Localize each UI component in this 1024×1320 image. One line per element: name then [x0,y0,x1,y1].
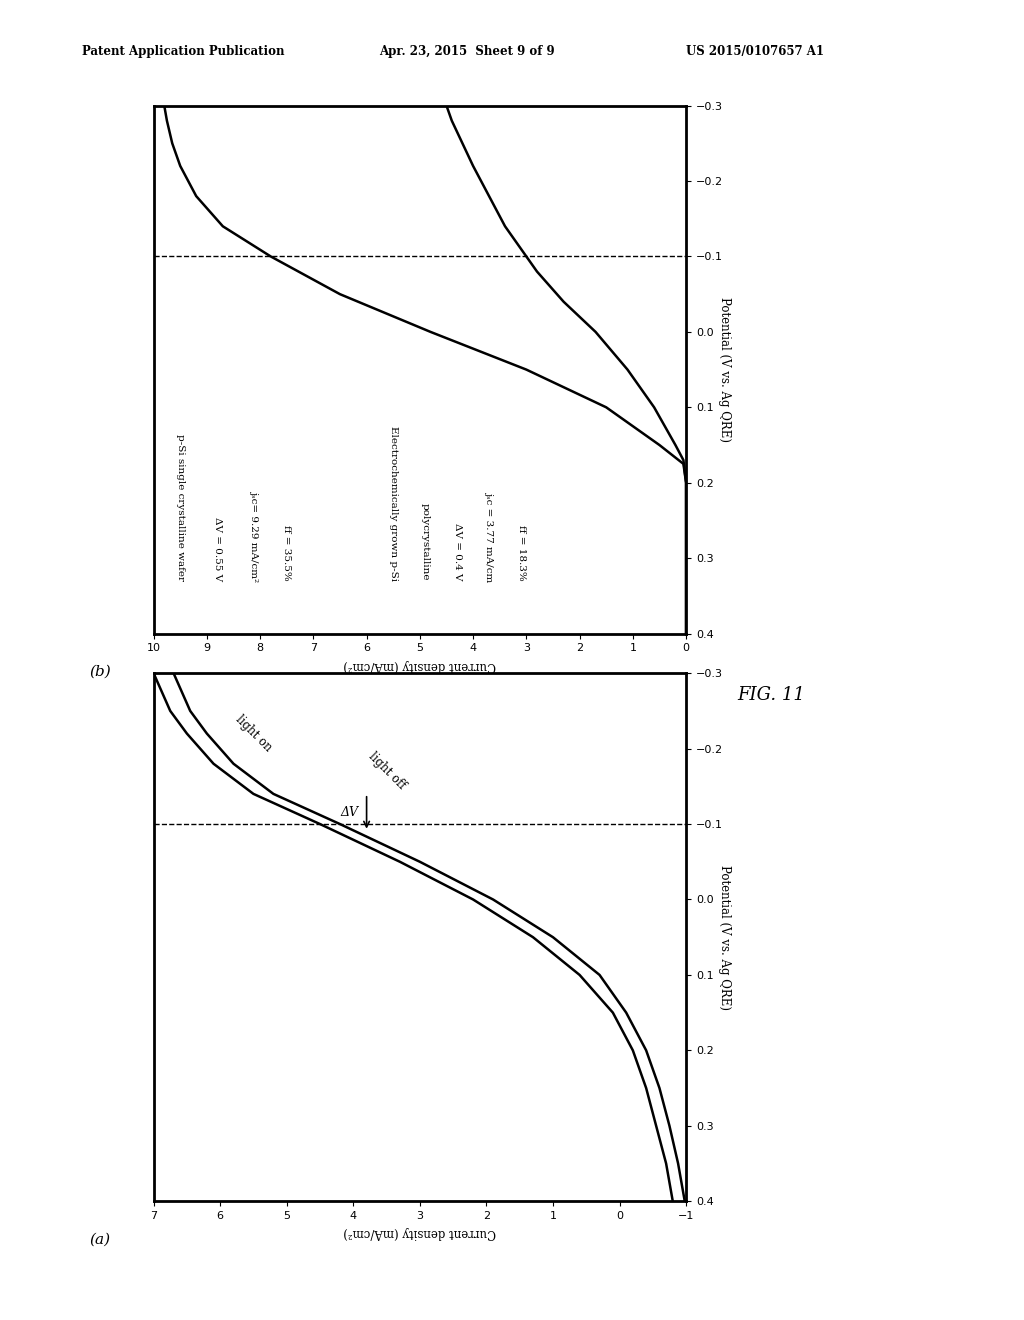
Text: (a): (a) [90,1233,111,1246]
Text: Electrochemically grown p-Si: Electrochemically grown p-Si [389,426,397,581]
Y-axis label: Potential (V vs. Ag QRE): Potential (V vs. Ag QRE) [718,865,731,1010]
Text: polycrystalline: polycrystalline [421,503,430,581]
Text: p-Si single crystalline wafer: p-Si single crystalline wafer [176,434,184,581]
Text: light on: light on [232,713,274,754]
Text: light off: light off [366,750,408,792]
Text: (b): (b) [90,665,112,678]
X-axis label: Current density (mA/cm²): Current density (mA/cm²) [343,1226,497,1239]
Text: Apr. 23, 2015  Sheet 9 of 9: Apr. 23, 2015 Sheet 9 of 9 [379,45,555,58]
Text: ff = 18.3%: ff = 18.3% [516,525,525,581]
Text: jₛc = 3.77 mA/cm: jₛc = 3.77 mA/cm [484,491,494,581]
Text: ff = 35.5%: ff = 35.5% [283,525,291,581]
Text: ΔV = 0.55 V: ΔV = 0.55 V [213,516,222,581]
Text: ΔV = 0.4 V: ΔV = 0.4 V [453,523,462,581]
Text: ΔV: ΔV [340,807,358,820]
Text: jₛc= 9.29 mA/cm²: jₛc= 9.29 mA/cm² [250,490,259,581]
Text: Patent Application Publication: Patent Application Publication [82,45,285,58]
Text: FIG. 11: FIG. 11 [737,685,805,704]
X-axis label: Current density (mA/cm²): Current density (mA/cm²) [343,659,497,672]
Y-axis label: Potential (V vs. Ag QRE): Potential (V vs. Ag QRE) [718,297,731,442]
Text: US 2015/0107657 A1: US 2015/0107657 A1 [686,45,824,58]
